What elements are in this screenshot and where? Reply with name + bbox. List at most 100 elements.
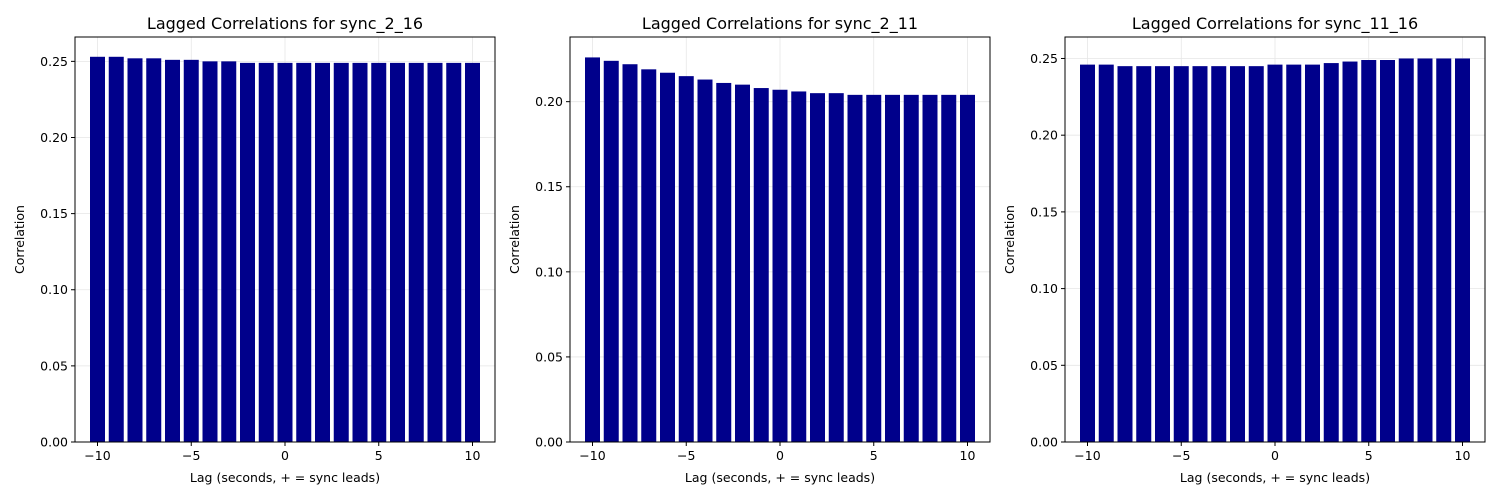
bar-lag-2 bbox=[810, 93, 825, 443]
bar-lag-2 bbox=[315, 62, 330, 443]
y-tick-label: 0.05 bbox=[535, 349, 563, 364]
x-tick-label: −10 bbox=[579, 448, 605, 463]
bar-lag--9 bbox=[603, 60, 619, 443]
bar-lag--8 bbox=[1117, 66, 1133, 442]
x-axis-label: Lag (seconds, + = sync leads) bbox=[190, 470, 380, 485]
x-tick-label: 0 bbox=[281, 448, 289, 463]
bar-lag-5 bbox=[1361, 60, 1377, 443]
y-axis-label: Correlation bbox=[12, 205, 27, 274]
x-tick-label: 10 bbox=[960, 448, 976, 463]
bar-lag-2 bbox=[1305, 64, 1320, 442]
bar-lag-10 bbox=[1455, 58, 1470, 443]
y-tick-label: 0.20 bbox=[1030, 128, 1058, 143]
bar-lag--3 bbox=[1211, 66, 1227, 442]
x-tick-label: −5 bbox=[677, 448, 695, 463]
chart-panel-1: −10 −5 0 5 10 0.00 0.05 0.10 0.15 0.20 0.25 Lagged … bbox=[12, 14, 496, 485]
y-tick-label: 0.15 bbox=[535, 179, 563, 194]
bar-lag-9 bbox=[941, 94, 957, 442]
bar-lag-4 bbox=[352, 62, 368, 443]
bar-lag-8 bbox=[427, 62, 443, 443]
bar-lag--5 bbox=[1173, 66, 1189, 442]
bar-lag--4 bbox=[1192, 66, 1208, 442]
bar-lag-8 bbox=[922, 94, 938, 442]
chart-panel-3: −10 −5 0 5 10 0.00 0.05 0.10 0.15 0.20 0.25 Lagged … bbox=[1002, 14, 1486, 485]
bar-lag--3 bbox=[221, 61, 237, 442]
bar-lag--2 bbox=[735, 84, 750, 442]
bar-lag-1 bbox=[791, 91, 807, 442]
x-tick-label: −10 bbox=[84, 448, 110, 463]
bar-lag--2 bbox=[240, 62, 255, 443]
bar-lag--6 bbox=[1155, 66, 1170, 442]
y-tick-label: 0.25 bbox=[40, 54, 68, 69]
bar-lag--5 bbox=[183, 59, 199, 442]
bar-lag--7 bbox=[146, 58, 162, 442]
bar-lag-9 bbox=[446, 62, 462, 443]
bar-lag--10 bbox=[1080, 64, 1095, 442]
bar-lag-1 bbox=[1286, 64, 1302, 442]
bar-lag--10 bbox=[90, 56, 105, 442]
x-tick-label: 5 bbox=[1365, 448, 1373, 463]
bar-lag--9 bbox=[108, 56, 124, 442]
y-tick-label: 0.10 bbox=[40, 282, 68, 297]
bar-lag-6 bbox=[1380, 60, 1395, 443]
bar-lag--3 bbox=[716, 82, 732, 443]
bar-lag-9 bbox=[1436, 58, 1452, 443]
x-tick-label: 0 bbox=[776, 448, 784, 463]
bar-lag--8 bbox=[622, 64, 638, 442]
bar-lag--2 bbox=[1230, 66, 1245, 442]
chart-panel-2: −10 −5 0 5 10 0.00 0.05 0.10 0.15 0.20 Lagged Corr… bbox=[507, 14, 991, 485]
x-tick-label: −5 bbox=[1172, 448, 1190, 463]
chart-title: Lagged Correlations for sync_11_16 bbox=[1132, 14, 1418, 34]
y-tick-label: 0.05 bbox=[40, 358, 68, 373]
x-axis-label: Lag (seconds, + = sync leads) bbox=[1180, 470, 1370, 485]
y-axis-label: Correlation bbox=[1002, 205, 1017, 274]
bar-lag-0 bbox=[1267, 64, 1283, 442]
bar-lag--4 bbox=[202, 61, 218, 442]
x-tick-label: −5 bbox=[182, 448, 200, 463]
bar-lag--8 bbox=[127, 58, 143, 442]
bar-lag-5 bbox=[371, 62, 387, 443]
bar-lag-7 bbox=[408, 62, 424, 443]
bar-lag-0 bbox=[772, 89, 788, 442]
x-tick-label: 10 bbox=[465, 448, 481, 463]
bar-lag--1 bbox=[753, 88, 769, 443]
bar-lag--9 bbox=[1098, 64, 1114, 442]
bar-lag-6 bbox=[885, 94, 900, 442]
bar-lag-7 bbox=[903, 94, 919, 442]
y-axis-label: Correlation bbox=[507, 205, 522, 274]
bar-lag-6 bbox=[390, 62, 405, 443]
y-tick-label: 0.20 bbox=[40, 130, 68, 145]
bar-lag-10 bbox=[465, 62, 480, 443]
x-tick-label: 0 bbox=[1271, 448, 1279, 463]
bar-lag--1 bbox=[258, 62, 274, 443]
y-tick-label: 0.10 bbox=[535, 264, 563, 279]
bar-lag--5 bbox=[678, 76, 694, 442]
bar-lag-3 bbox=[333, 62, 349, 443]
x-axis-label: Lag (seconds, + = sync leads) bbox=[685, 470, 875, 485]
y-tick-label: 0.00 bbox=[535, 435, 563, 450]
bar-lag-8 bbox=[1417, 58, 1433, 443]
bar-lag-0 bbox=[277, 62, 293, 443]
bar-lag--7 bbox=[641, 69, 657, 442]
y-tick-label: 0.00 bbox=[40, 435, 68, 450]
bar-lag--7 bbox=[1136, 66, 1152, 442]
bar-lag--6 bbox=[165, 59, 180, 442]
bar-lag-1 bbox=[296, 62, 312, 443]
x-tick-label: 5 bbox=[870, 448, 878, 463]
bar-lag--1 bbox=[1248, 66, 1264, 442]
bar-lag-4 bbox=[847, 94, 863, 442]
y-tick-label: 0.15 bbox=[40, 206, 68, 221]
bar-lag-4 bbox=[1342, 61, 1358, 442]
bar-lag-3 bbox=[828, 93, 844, 443]
bar-lag-10 bbox=[960, 94, 975, 442]
y-tick-label: 0.15 bbox=[1030, 204, 1058, 219]
chart-title: Lagged Correlations for sync_2_11 bbox=[642, 14, 918, 34]
y-tick-label: 0.05 bbox=[1030, 358, 1058, 373]
x-tick-label: 5 bbox=[375, 448, 383, 463]
y-tick-label: 0.10 bbox=[1030, 281, 1058, 296]
y-tick-label: 0.20 bbox=[535, 94, 563, 109]
bar-lag--4 bbox=[697, 79, 713, 442]
bar-lag--6 bbox=[660, 72, 675, 442]
bar-lag-7 bbox=[1398, 58, 1414, 443]
